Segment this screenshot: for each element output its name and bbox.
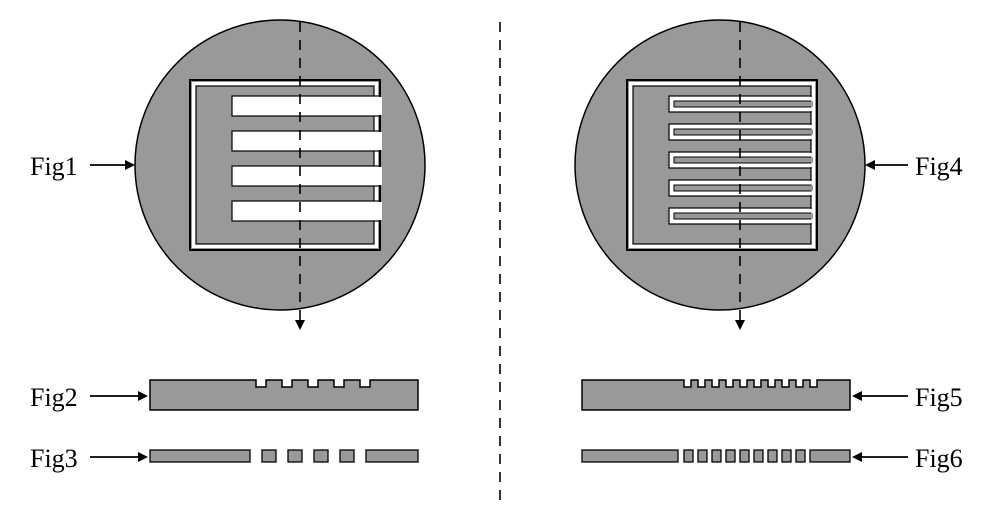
fig3-segment (340, 450, 354, 462)
fig3-segment (366, 450, 418, 462)
label-fig2: Fig2 (30, 383, 78, 413)
label-fig1: Fig1 (30, 152, 78, 182)
fig4-tooth (674, 101, 811, 107)
label-fig4: Fig4 (915, 152, 963, 182)
fig4-section-arrow (735, 320, 745, 330)
diagram-canvas (0, 0, 1000, 517)
fig6-segment (698, 450, 707, 462)
fig4-tooth (674, 129, 811, 135)
fig4-tooth (674, 213, 811, 219)
fig6-segment (582, 450, 678, 462)
fig2-section (150, 380, 418, 410)
fig6-segment (726, 450, 735, 462)
fig1-slot (232, 131, 380, 151)
label-fig5: Fig5 (915, 383, 963, 413)
fig6-segment (782, 450, 791, 462)
fig4-tooth (674, 185, 811, 191)
label-fig6: Fig6 (915, 444, 963, 474)
fig6-segment (712, 450, 721, 462)
label-fig3: Fig3 (30, 444, 78, 474)
fig1-slot (232, 166, 380, 186)
fig3-segment (314, 450, 328, 462)
fig1-slot (232, 201, 380, 221)
fig6-segment (796, 450, 805, 462)
fig3-segment (262, 450, 276, 462)
fig1-section-arrow (295, 320, 305, 330)
fig6-segment (684, 450, 693, 462)
fig1-slot (232, 96, 380, 116)
fig6-segment (754, 450, 763, 462)
fig3-segment (150, 450, 250, 462)
fig4-tooth (674, 157, 811, 163)
fig6-segment (768, 450, 777, 462)
fig6-segment (740, 450, 749, 462)
fig6-segment (810, 450, 850, 462)
fig3-segment (288, 450, 302, 462)
fig5-section (582, 380, 850, 410)
